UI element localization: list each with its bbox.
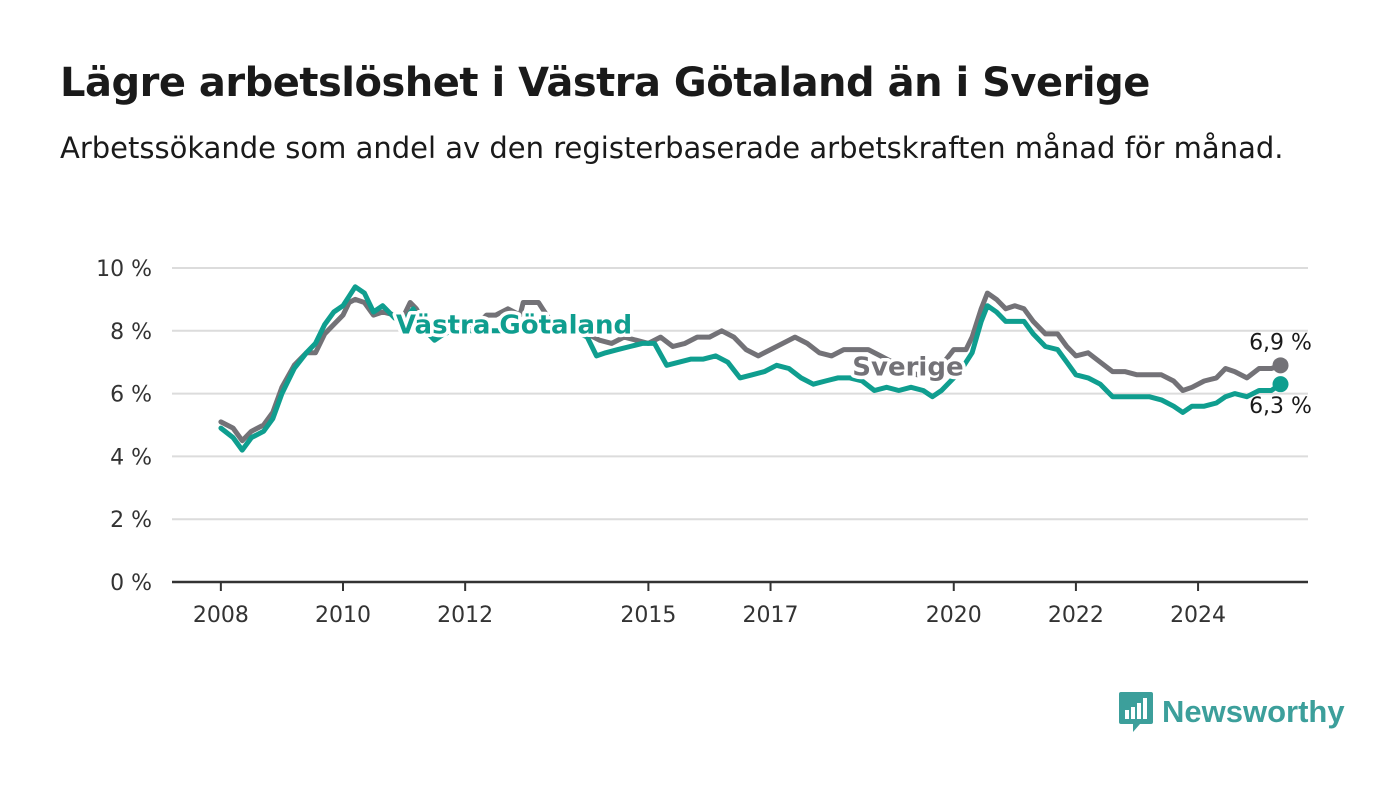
x-tick-label: 2022	[1048, 603, 1104, 628]
chart-subtitle: Arbetssökande som andel av den registerb…	[60, 131, 1284, 165]
y-tick-label: 4 %	[110, 445, 152, 470]
brand-name: Newsworthy	[1162, 694, 1345, 729]
x-tick-label: 2012	[437, 603, 493, 628]
end-point-sverige	[1272, 357, 1289, 374]
chart-speech-bubble-icon	[1119, 692, 1153, 732]
series-label-vastra-gotaland: Västra Götaland	[396, 311, 632, 341]
series-line-v-stra-g-taland	[218, 284, 1283, 453]
series-line-sverige	[218, 290, 1283, 444]
y-tick-label: 2 %	[110, 508, 152, 533]
brand-logo: Newsworthy	[1118, 690, 1345, 734]
x-tick-label: 2010	[315, 603, 371, 628]
x-tick-label: 2020	[926, 603, 982, 628]
end-value-label-sverige: 6,9 %	[1249, 330, 1312, 355]
y-tick-label: 6 %	[110, 383, 152, 408]
y-tick-label: 8 %	[110, 320, 152, 345]
y-tick-label: 10 %	[96, 257, 152, 282]
x-tick-label: 2017	[743, 603, 799, 628]
x-tick-label: 2015	[620, 603, 676, 628]
y-tick-label: 0 %	[110, 571, 152, 596]
x-tick-label: 2008	[193, 603, 249, 628]
end-point-v-stra-g-taland	[1272, 376, 1289, 393]
series-label-sverige: Sverige	[852, 352, 963, 382]
end-value-label-vastra-gotaland: 6,3 %	[1249, 394, 1312, 419]
chart-title: Lägre arbetslöshet i Västra Götaland än …	[60, 60, 1150, 106]
x-tick-label: 2024	[1170, 603, 1226, 628]
